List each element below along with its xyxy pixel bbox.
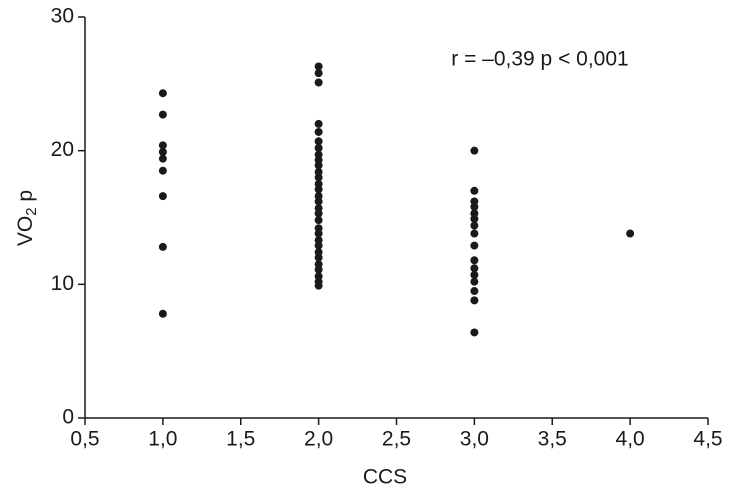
point: [470, 328, 479, 337]
point: [470, 229, 479, 238]
x-tick-label: 1,5: [226, 428, 255, 451]
x-tick-label: 4,5: [693, 428, 722, 451]
point: [158, 192, 167, 201]
point: [470, 270, 479, 279]
point: [314, 119, 323, 128]
x-tick-label: 3,0: [460, 428, 489, 451]
point: [314, 173, 323, 182]
y-tick-label: 30: [51, 5, 74, 28]
point: [158, 141, 167, 150]
y-label-part: VO: [14, 216, 37, 246]
point: [314, 253, 323, 262]
point: [470, 241, 479, 250]
point: [470, 256, 479, 265]
point: [314, 229, 323, 238]
y-tick-label: 20: [51, 138, 74, 161]
point: [314, 197, 323, 206]
y-label-sub: 2: [23, 207, 40, 215]
point: [470, 221, 479, 230]
x-tick-label: 2,0: [304, 428, 333, 451]
x-tick-label: 1,0: [148, 428, 177, 451]
point: [470, 214, 479, 223]
point: [158, 309, 167, 318]
y-label-part: p: [14, 190, 37, 208]
point: [314, 137, 323, 146]
point: [314, 127, 323, 136]
y-tick-label: 10: [51, 272, 74, 295]
point: [314, 209, 323, 218]
y-axis-label: VO2 p: [14, 190, 40, 246]
y-tick-label: 0: [62, 406, 74, 429]
point: [470, 296, 479, 305]
point: [314, 161, 323, 170]
point: [626, 229, 635, 238]
x-tick-label: 0,5: [70, 428, 99, 451]
annotation: r = –0,39 p < 0,001: [451, 48, 628, 71]
point: [314, 69, 323, 78]
point: [158, 154, 167, 163]
point: [158, 110, 167, 119]
point: [314, 62, 323, 71]
x-tick-label: 4,0: [616, 428, 645, 451]
point: [314, 241, 323, 250]
point: [314, 216, 323, 225]
point: [158, 148, 167, 157]
point: [314, 265, 323, 274]
point: [470, 146, 479, 155]
point: [314, 185, 323, 194]
point: [158, 166, 167, 175]
point: [158, 89, 167, 98]
point: [470, 287, 479, 296]
x-axis-label: CCS: [363, 466, 407, 489]
point: [314, 281, 323, 290]
x-tick-label: 2,5: [382, 428, 411, 451]
point: [470, 277, 479, 286]
point: [314, 143, 323, 152]
point: [470, 264, 479, 273]
x-tick-label: 3,5: [538, 428, 567, 451]
point: [158, 242, 167, 251]
point: [470, 202, 479, 211]
point: [470, 186, 479, 195]
point: [314, 78, 323, 87]
